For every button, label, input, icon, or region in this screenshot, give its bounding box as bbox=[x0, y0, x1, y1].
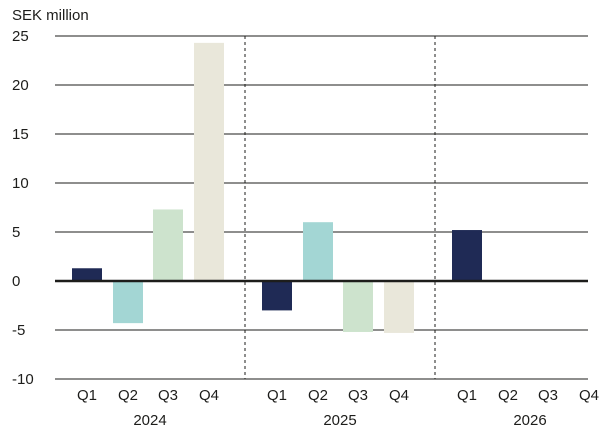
x-tick-label: Q2 bbox=[308, 387, 328, 404]
y-tick-label: 0 bbox=[12, 273, 20, 290]
x-tick-label: Q2 bbox=[118, 387, 138, 404]
bar-2026-q1 bbox=[452, 230, 482, 281]
bar-2024-q1 bbox=[72, 268, 102, 281]
y-tick-label: 25 bbox=[12, 28, 29, 45]
bar-2024-q4 bbox=[194, 42, 224, 281]
y-tick-label: -10 bbox=[12, 371, 34, 388]
x-tick-label: Q1 bbox=[267, 387, 287, 404]
year-label: 2026 bbox=[513, 412, 546, 429]
year-label: 2025 bbox=[323, 412, 356, 429]
bar-2024-q2 bbox=[113, 281, 143, 324]
bar-2024-q3 bbox=[153, 209, 183, 281]
axis-labels: 25 20 15 10 5 0 -5 -10 Q1 Q2 Q3 Q4 2024 Q1 Q2 Q3 Q4 2025 Q… bbox=[12, 28, 599, 429]
x-tick-label: Q4 bbox=[199, 387, 219, 404]
y-tick-label: 20 bbox=[12, 77, 29, 94]
y-tick-label: 10 bbox=[12, 175, 29, 192]
y-tick-label: 15 bbox=[12, 126, 29, 143]
x-tick-label: Q4 bbox=[579, 387, 599, 404]
bar-2025-q2 bbox=[303, 222, 333, 281]
y-tick-label: 5 bbox=[12, 224, 20, 241]
x-tick-label: Q3 bbox=[538, 387, 558, 404]
y-tick-label: -5 bbox=[12, 322, 25, 339]
bar-2025-q3 bbox=[343, 281, 373, 332]
bar-2025-q4 bbox=[384, 281, 414, 333]
bar-2025-q1 bbox=[262, 281, 292, 311]
x-tick-label: Q3 bbox=[348, 387, 368, 404]
x-tick-label: Q1 bbox=[457, 387, 477, 404]
x-tick-label: Q4 bbox=[389, 387, 409, 404]
gridlines bbox=[55, 35, 588, 380]
bars bbox=[72, 42, 482, 333]
year-label: 2024 bbox=[133, 412, 166, 429]
x-tick-label: Q2 bbox=[498, 387, 518, 404]
x-tick-label: Q3 bbox=[158, 387, 178, 404]
y-axis-unit-label: SEK million bbox=[12, 7, 89, 24]
x-tick-label: Q1 bbox=[77, 387, 97, 404]
